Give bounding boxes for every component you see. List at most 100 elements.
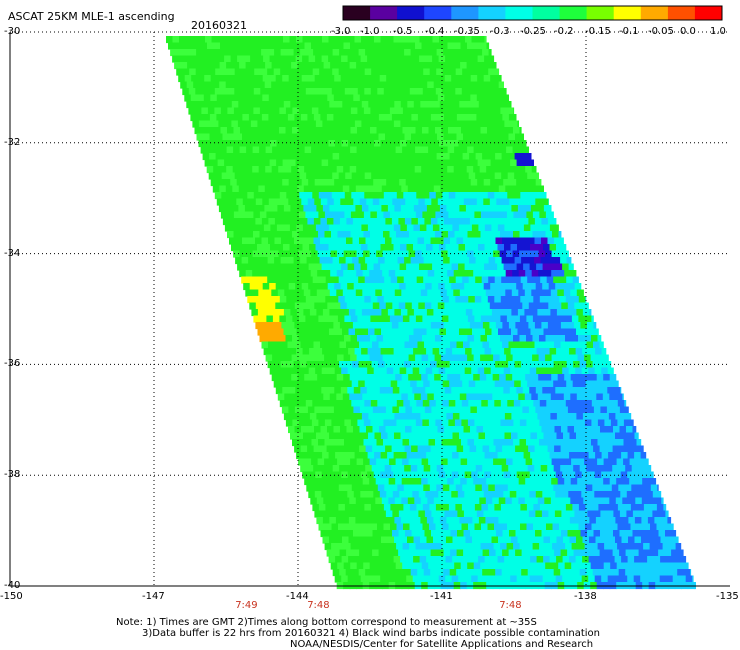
- swath-cell: [179, 36, 187, 44]
- swath-cell: [408, 270, 416, 278]
- swath-cell: [324, 42, 332, 50]
- swath-cell: [378, 49, 386, 57]
- swath-cell: [354, 120, 362, 128]
- swath-cell: [358, 276, 366, 284]
- swath-cell: [507, 504, 515, 512]
- swath-cell: [326, 218, 334, 226]
- swath-cell: [597, 335, 602, 343]
- swath-cell: [273, 68, 281, 76]
- swath-cell: [395, 62, 403, 70]
- map-date: 20160321: [191, 19, 247, 32]
- swath-cell: [349, 393, 357, 401]
- swath-cell: [485, 497, 493, 505]
- swath-cell: [574, 283, 582, 291]
- swath-cell: [510, 367, 518, 375]
- swath-cell: [366, 530, 374, 538]
- swath-cell: [426, 244, 434, 252]
- swath-cell: [432, 159, 440, 167]
- swath-cell: [365, 237, 373, 245]
- swath-cell: [400, 348, 408, 356]
- swath-cell: [626, 510, 634, 518]
- swath-cell: [445, 36, 453, 44]
- swath-cell: [552, 543, 560, 551]
- swath-cell: [396, 400, 404, 408]
- swath-cell: [297, 393, 305, 401]
- swath-cell: [502, 322, 510, 330]
- colorbar-segment: [532, 6, 561, 20]
- swath-cell: [235, 49, 243, 57]
- swath-cell: [442, 523, 450, 531]
- swath-cell: [455, 192, 463, 200]
- swath-cell: [287, 153, 295, 161]
- swath-cell: [312, 88, 320, 96]
- swath-cell: [601, 471, 609, 479]
- swath-cell: [645, 549, 653, 557]
- swath-cell: [263, 348, 271, 356]
- swath-cell: [204, 55, 212, 63]
- swath-cell: [511, 432, 519, 440]
- swath-cell: [565, 296, 573, 304]
- swath-cell: [313, 49, 321, 57]
- swath-cell: [424, 218, 432, 226]
- swath-cell: [482, 153, 490, 161]
- swath-cell: [349, 374, 357, 382]
- swath-cell: [251, 101, 259, 109]
- swath-cell: [489, 94, 497, 102]
- swath-cell: [624, 484, 632, 492]
- swath-cell: [283, 36, 291, 44]
- swath-cell: [404, 341, 412, 349]
- swath-cell: [520, 296, 528, 304]
- swath-cell: [463, 114, 471, 122]
- swath-cell: [400, 36, 408, 44]
- swath-cell: [376, 562, 384, 570]
- swath-cell: [350, 231, 358, 239]
- swath-cell: [281, 237, 289, 245]
- swath-cell: [640, 575, 648, 583]
- swath-cell: [437, 549, 445, 557]
- swath-cell: [577, 458, 585, 466]
- swath-cell: [295, 179, 303, 187]
- swath-cell: [462, 380, 470, 388]
- swath-cell: [409, 439, 417, 447]
- swath-cell: [255, 198, 263, 206]
- swath-cell: [380, 36, 388, 44]
- swath-cell: [390, 88, 398, 96]
- swath-cell: [613, 510, 621, 518]
- swath-cell: [595, 413, 603, 421]
- swath-cell: [567, 549, 575, 557]
- swath-cell: [422, 335, 430, 343]
- swath-cell: [454, 42, 462, 50]
- swath-cell: [526, 315, 534, 323]
- swath-cell: [544, 393, 552, 401]
- swath-cell: [271, 374, 279, 382]
- swath-cell: [610, 562, 618, 570]
- swath-cell: [621, 536, 629, 544]
- swath-cell: [403, 192, 411, 200]
- swath-cell: [483, 302, 491, 310]
- swath-cell: [372, 237, 380, 245]
- swath-cell: [378, 133, 386, 141]
- swath-cell: [398, 445, 406, 453]
- swath-cell: [461, 88, 469, 96]
- swath-cell: [253, 296, 261, 304]
- swath-cell: [541, 218, 549, 226]
- swath-cell: [357, 543, 365, 551]
- swath-cell: [244, 205, 252, 213]
- swath-cell: [522, 387, 530, 395]
- swath-cell: [463, 341, 471, 349]
- swath-cell: [498, 432, 506, 440]
- swath-cell: [300, 341, 308, 349]
- note-line-3: NOAA/NESDIS/Center for Satellite Applica…: [290, 639, 594, 650]
- swath-cell: [448, 504, 456, 512]
- swath-cell: [463, 445, 471, 453]
- swath-cell: [253, 88, 261, 96]
- swath-cell: [434, 458, 442, 466]
- swath-cell: [380, 452, 388, 460]
- swath-cell: [498, 81, 504, 89]
- swath-cell: [422, 231, 430, 239]
- swath-cell: [402, 543, 410, 551]
- swath-cell: [488, 380, 496, 388]
- swath-cell: [299, 88, 307, 96]
- swath-cell: [287, 114, 295, 122]
- swath-cell: [492, 478, 500, 486]
